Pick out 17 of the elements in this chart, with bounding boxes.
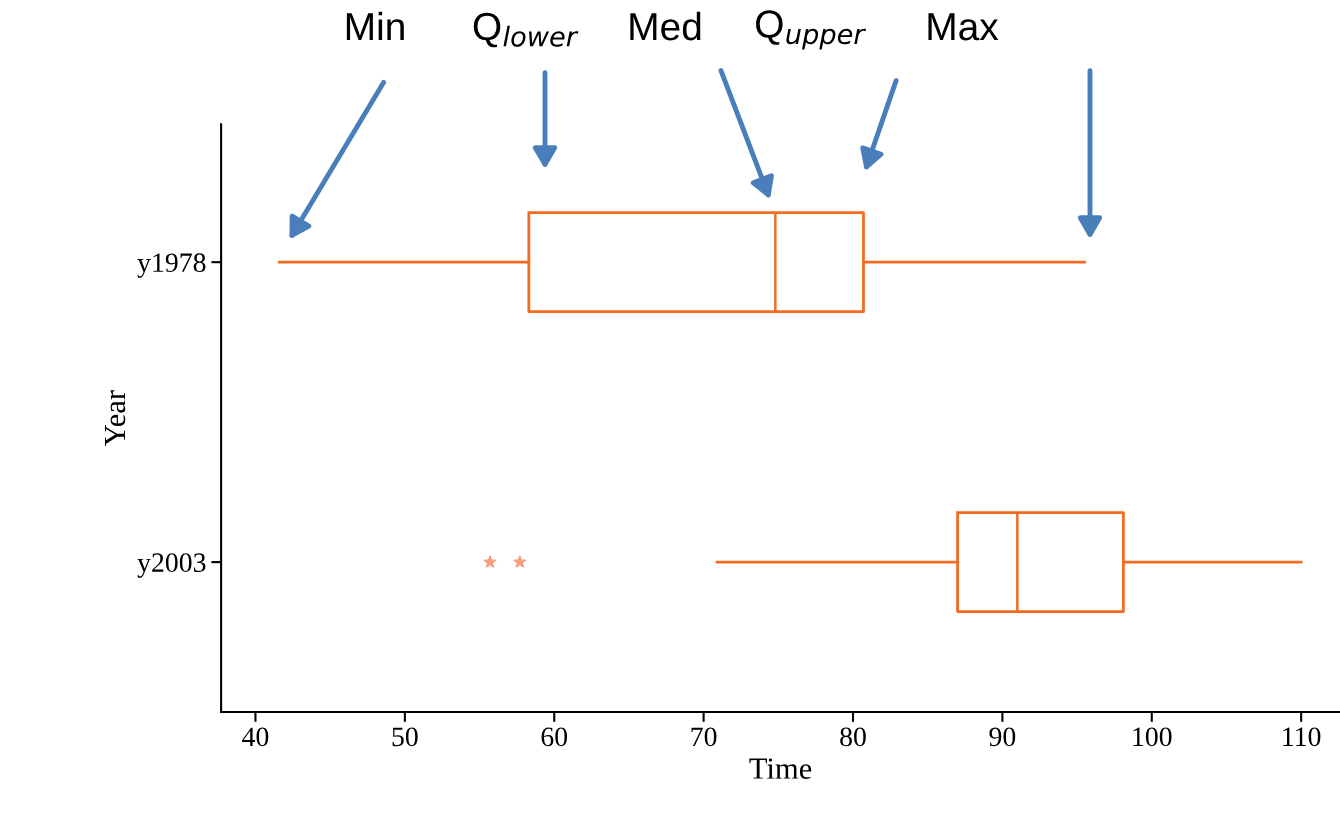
x-tick-label: 70: [691, 727, 717, 747]
x-tick-label: 90: [989, 727, 1016, 747]
y-axis-title: Year: [105, 390, 126, 446]
y-tick-label: y2003: [137, 553, 206, 578]
x-tick-label: 110: [1283, 727, 1321, 747]
text: Max: [928, 13, 999, 41]
y-tick-label: y1978: [137, 253, 206, 278]
text: Q$_{lower}$: [473, 12, 579, 48]
x-tick-label: 40: [242, 727, 269, 747]
text: Med: [630, 11, 701, 41]
x-tick-label: 100: [1133, 727, 1172, 747]
x-axis-title: Time: [749, 758, 812, 779]
text: Q$_{upper}$: [756, 10, 866, 50]
x-tick-label: 50: [392, 727, 418, 747]
x-tick-label: 80: [840, 727, 866, 747]
text: Min: [346, 11, 404, 41]
x-tick-label: 60: [541, 727, 568, 747]
